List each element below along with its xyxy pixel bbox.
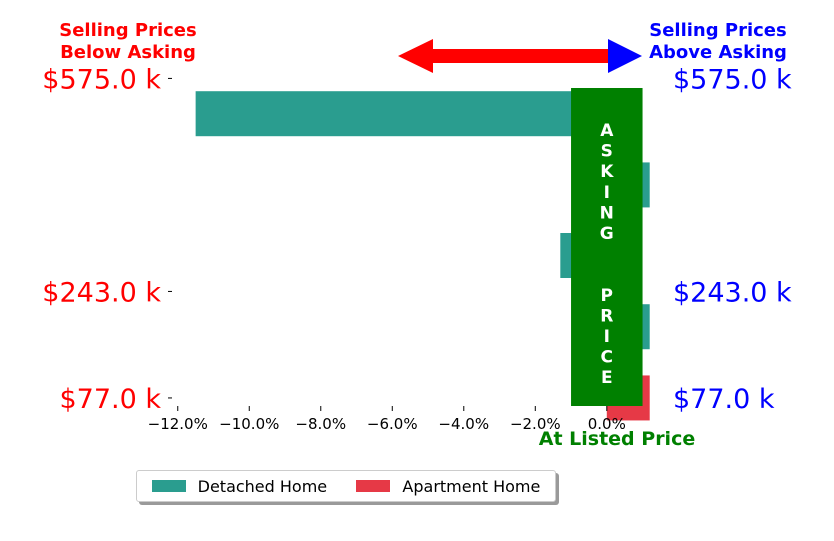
- asking-price-letter: A: [600, 121, 614, 141]
- y-tick-label-left: $243.0 k: [42, 277, 161, 308]
- above-asking-label: Selling Prices Above Asking: [649, 20, 787, 63]
- x-axis-label: At Listed Price: [539, 428, 695, 450]
- asking-price-letter: P: [601, 286, 613, 306]
- asking-price-letter: I: [604, 327, 610, 347]
- asking-price-letter: S: [601, 142, 613, 162]
- arrow-head-left: [398, 39, 433, 73]
- legend-swatch-apartment: [356, 480, 391, 492]
- x-tick-label: −6.0%: [367, 415, 418, 433]
- legend-item-detached: Detached Home: [151, 476, 328, 496]
- legend: Detached Home Apartment Home: [136, 470, 556, 502]
- asking-price-letter: N: [600, 203, 614, 223]
- x-tick-label: −4.0%: [438, 415, 489, 433]
- asking-price-letter: G: [600, 224, 614, 244]
- asking-price-letter: I: [604, 183, 610, 203]
- y-tick-label-right: $575.0 k: [673, 64, 792, 95]
- asking-price-letter: K: [600, 162, 614, 182]
- arrow-head-right: [608, 39, 642, 73]
- asking-price-letter: C: [601, 348, 613, 368]
- legend-swatch-detached: [151, 480, 186, 492]
- x-tick-label: 0.0%: [588, 415, 626, 433]
- x-tick-label: −2.0%: [510, 415, 561, 433]
- x-tick-label: −8.0%: [295, 415, 346, 433]
- asking-price-letter: E: [601, 368, 613, 388]
- y-tick-label-left: $77.0 k: [59, 384, 161, 415]
- y-tick-label-left: $575.0 k: [42, 64, 161, 95]
- asking-price-letter: R: [600, 306, 613, 326]
- asking-price-band: [571, 88, 643, 406]
- legend-item-apartment: Apartment Home: [356, 477, 540, 496]
- x-tick-label: −12.0%: [148, 415, 208, 433]
- below-asking-label: Selling Prices Below Asking: [59, 20, 197, 63]
- bar-detached-0: [195, 91, 607, 137]
- y-tick-label-right: $243.0 k: [673, 277, 792, 308]
- x-tick-label: −10.0%: [219, 415, 279, 433]
- arrow-shaft: [432, 49, 608, 63]
- legend-label-apartment: Apartment Home: [402, 476, 541, 496]
- legend-label-detached: Detached Home: [197, 476, 328, 496]
- y-tick-label-right: $77.0 k: [673, 384, 775, 415]
